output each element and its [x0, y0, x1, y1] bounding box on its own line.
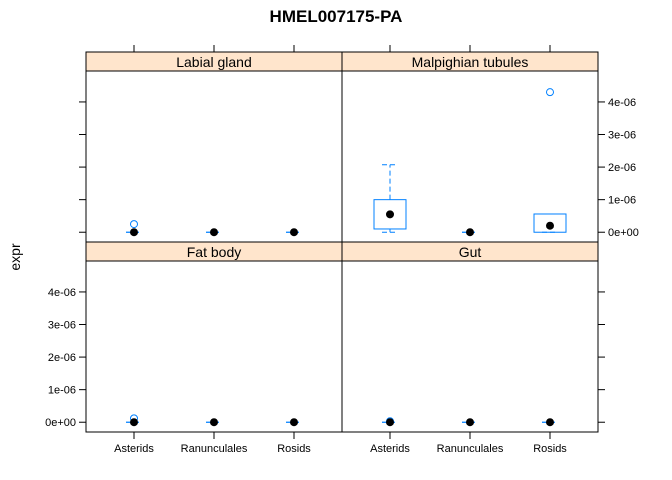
y-tick-label: 4e-06	[48, 287, 76, 299]
panel-labial-gland: Labial gland	[79, 45, 343, 243]
median-dot	[290, 228, 298, 237]
box-ranunculales	[462, 228, 478, 237]
y-tick-label: 0e+00	[45, 417, 76, 429]
box-asterids	[373, 164, 407, 233]
x-tick-label: Ranunculales	[437, 443, 504, 455]
median-dot	[210, 418, 218, 427]
box-rosids	[286, 418, 302, 427]
panel-strip-label: Labial gland	[176, 54, 252, 70]
y-tick-label: 3e-06	[48, 320, 76, 332]
box-ranunculales	[206, 228, 222, 237]
panels-group: Labial gland Malpighian tubules 0e+00 1e-06…	[45, 45, 639, 455]
y-tick-label: 2e-06	[608, 162, 636, 174]
median-dot	[466, 228, 474, 237]
outlier-point	[546, 88, 554, 97]
chart-title: HMEL007175-PA	[270, 7, 403, 26]
outlier-point	[130, 220, 138, 229]
box-body	[533, 213, 567, 233]
panel-frame	[85, 70, 343, 243]
y-tick-label: 3e-06	[608, 130, 636, 142]
y-tick-label: 2e-06	[48, 352, 76, 364]
box-asterids	[126, 414, 142, 427]
box-rosids	[533, 88, 567, 233]
x-tick-label: Ranunculales	[181, 443, 248, 455]
box-asterids	[126, 220, 142, 237]
panel-gut: Gut Asterids Ranunculales Rosids	[341, 241, 605, 455]
y-tick-label: 1e-06	[608, 195, 636, 207]
box-ranunculales	[462, 418, 478, 427]
median-dot	[386, 418, 394, 427]
box-asterids	[382, 417, 398, 427]
median-dot	[210, 228, 218, 237]
box-body	[373, 199, 407, 230]
box-rosids	[542, 418, 558, 427]
x-tick-label: Rosids	[533, 443, 567, 455]
box-ranunculales	[206, 418, 222, 427]
panel-frame	[341, 260, 599, 433]
x-tick-label: Rosids	[277, 443, 311, 455]
median-dot	[130, 228, 138, 237]
panel-malpighian-tubules: Malpighian tubules 0e+00 1e-06 2e-06 3e-06 4e…	[341, 45, 639, 243]
median-dot	[546, 221, 554, 230]
panel-strip-label: Malpighian tubules	[412, 54, 529, 70]
box-rosids	[286, 228, 302, 237]
panel-strip-label: Gut	[459, 244, 482, 260]
panel-strip-label: Fat body	[187, 244, 241, 260]
y-tick-label: 4e-06	[608, 97, 636, 109]
x-tick-label: Asterids	[370, 443, 410, 455]
median-dot	[386, 210, 394, 219]
median-dot	[130, 418, 138, 427]
median-dot	[546, 418, 554, 427]
x-tick-label: Asterids	[114, 443, 154, 455]
panel-fat-body: Fat body 0e+00 1e-06 2e-06 3e-06 4e-06 Asterid…	[45, 241, 343, 455]
panel-frame	[85, 260, 343, 433]
y-axis-label: expr	[7, 243, 23, 271]
panel-frame	[341, 70, 599, 243]
median-dot	[466, 418, 474, 427]
y-tick-label: 1e-06	[48, 385, 76, 397]
median-dot	[290, 418, 298, 427]
y-tick-label: 0e+00	[608, 227, 639, 239]
